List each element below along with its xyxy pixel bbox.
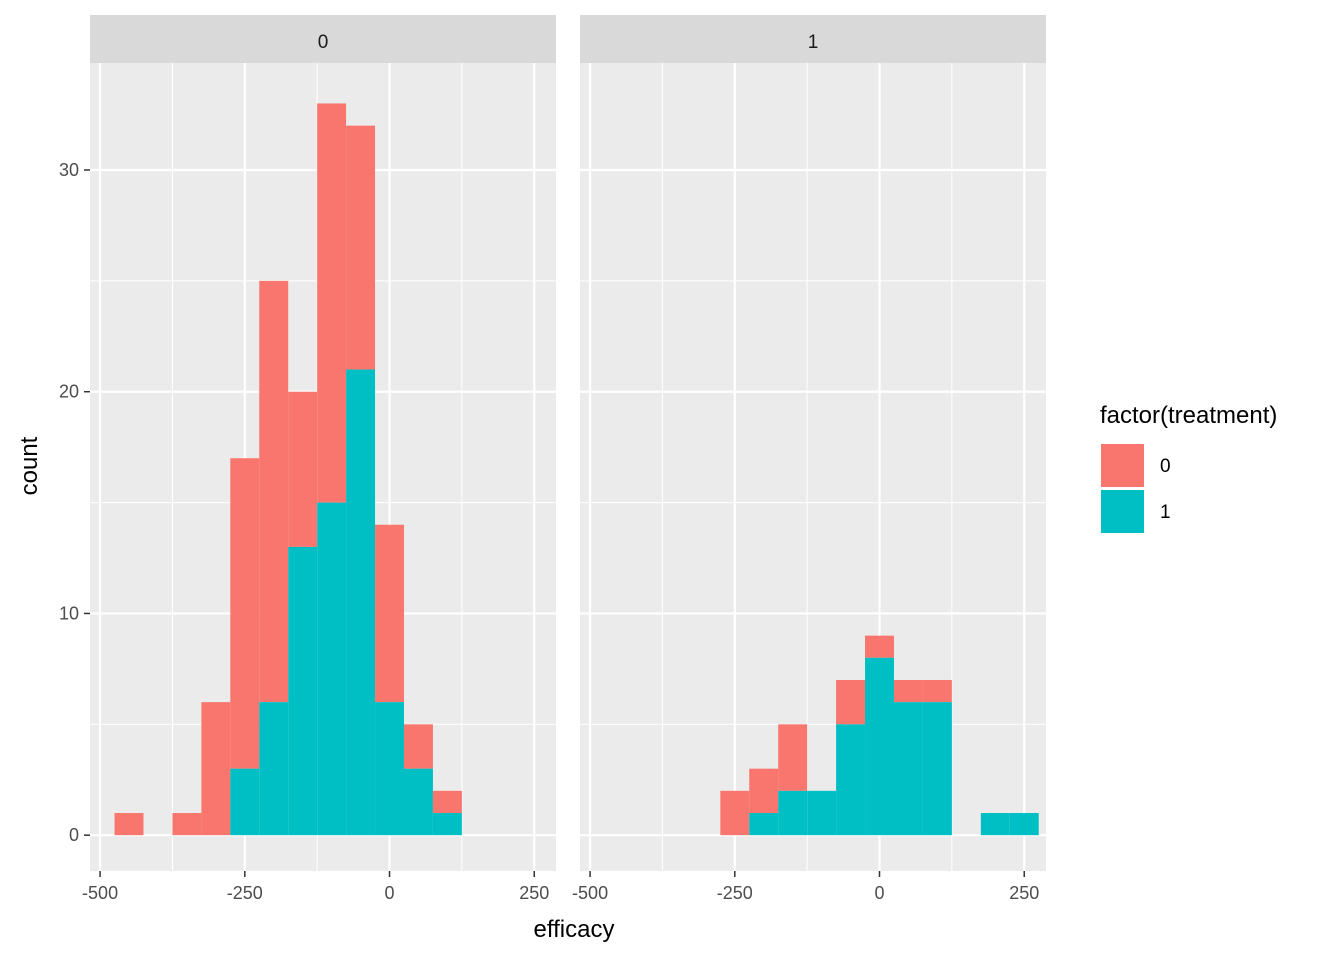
bar-treatment-1	[288, 546, 318, 836]
x-tick-label: -500	[572, 883, 608, 903]
bar-treatment-1	[375, 702, 404, 836]
bar-treatment-1	[980, 813, 1010, 836]
bar-treatment-0	[749, 768, 779, 814]
x-tick-label: -500	[82, 883, 118, 903]
bar-treatment-1	[1009, 813, 1039, 836]
legend: factor(treatment) 01	[1100, 402, 1277, 533]
bar-treatment-0	[230, 458, 260, 769]
bar-treatment-1	[893, 702, 923, 836]
legend-key-0	[1101, 444, 1144, 487]
facet-panel-0: 0 -500 -250 0 250 0 10 20 30	[59, 15, 556, 903]
bar-treatment-1	[259, 702, 289, 836]
x-tick-label: 250	[1009, 883, 1039, 903]
legend-entries: 01	[1101, 444, 1171, 533]
bar-treatment-0	[259, 280, 289, 703]
legend-label-0: 0	[1160, 456, 1171, 477]
bar-treatment-1	[778, 790, 808, 836]
bar-treatment-0	[778, 724, 808, 791]
legend-key-1	[1101, 490, 1144, 533]
strip-label: 1	[808, 32, 819, 53]
x-tick-label: 0	[385, 883, 395, 903]
bar-treatment-1	[865, 657, 894, 836]
bar-treatment-0	[432, 790, 462, 814]
bar-treatment-1	[403, 768, 433, 836]
strip-background	[90, 15, 556, 63]
bar-treatment-1	[836, 724, 866, 836]
bar-treatment-0	[346, 125, 376, 370]
x-tick-label: 250	[519, 883, 549, 903]
y-tick-label: 20	[59, 382, 79, 402]
x-tick-label: 0	[875, 883, 885, 903]
x-tick-label: -250	[227, 883, 263, 903]
bar-treatment-0	[922, 679, 952, 703]
bar-treatment-0	[201, 702, 231, 836]
bar-treatment-0	[172, 813, 202, 836]
facet-panels: 0 -500 -250 0 250 0 10 20 30 1 -500 -250 0 250	[59, 15, 1046, 903]
y-axis-title: count	[16, 436, 43, 495]
y-tick-label: 10	[59, 603, 79, 623]
bar-treatment-0	[836, 679, 866, 725]
bar-treatment-1	[922, 702, 952, 836]
strip-background	[580, 15, 1046, 63]
bar-treatment-0	[720, 790, 750, 836]
legend-label-1: 1	[1160, 502, 1171, 523]
y-tick-label: 30	[59, 160, 79, 180]
bar-treatment-0	[403, 724, 433, 769]
strip-label: 0	[318, 32, 329, 53]
bar-treatment-1	[346, 369, 376, 836]
bar-treatment-1	[230, 768, 260, 836]
x-tick-label: -250	[717, 883, 753, 903]
bar-treatment-0	[375, 524, 404, 703]
bar-treatment-1	[807, 790, 837, 836]
y-tick-label: 0	[69, 825, 79, 845]
x-axis-title: efficacy	[534, 916, 615, 943]
legend-title: factor(treatment)	[1100, 402, 1277, 429]
bar-treatment-1	[432, 813, 462, 836]
facet-panel-1: 1 -500 -250 0 250	[572, 15, 1046, 903]
bar-treatment-1	[749, 813, 779, 836]
bar-treatment-0	[114, 813, 144, 836]
bar-treatment-0	[317, 103, 347, 503]
bar-treatment-0	[865, 635, 894, 658]
bar-treatment-1	[317, 502, 347, 836]
bar-treatment-0	[288, 391, 318, 547]
bar-treatment-0	[893, 679, 923, 703]
panel-background	[580, 63, 1046, 871]
